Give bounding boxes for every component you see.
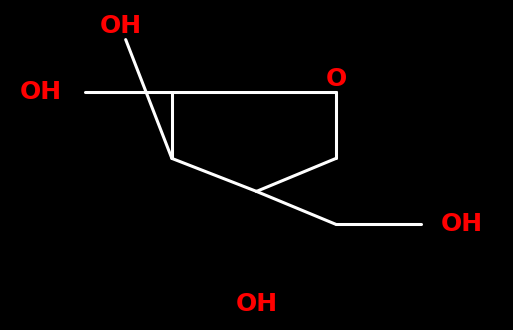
Text: OH: OH — [20, 81, 62, 104]
Text: OH: OH — [235, 292, 278, 315]
Text: O: O — [325, 67, 347, 91]
Text: OH: OH — [441, 213, 483, 236]
Text: OH: OH — [100, 15, 142, 38]
